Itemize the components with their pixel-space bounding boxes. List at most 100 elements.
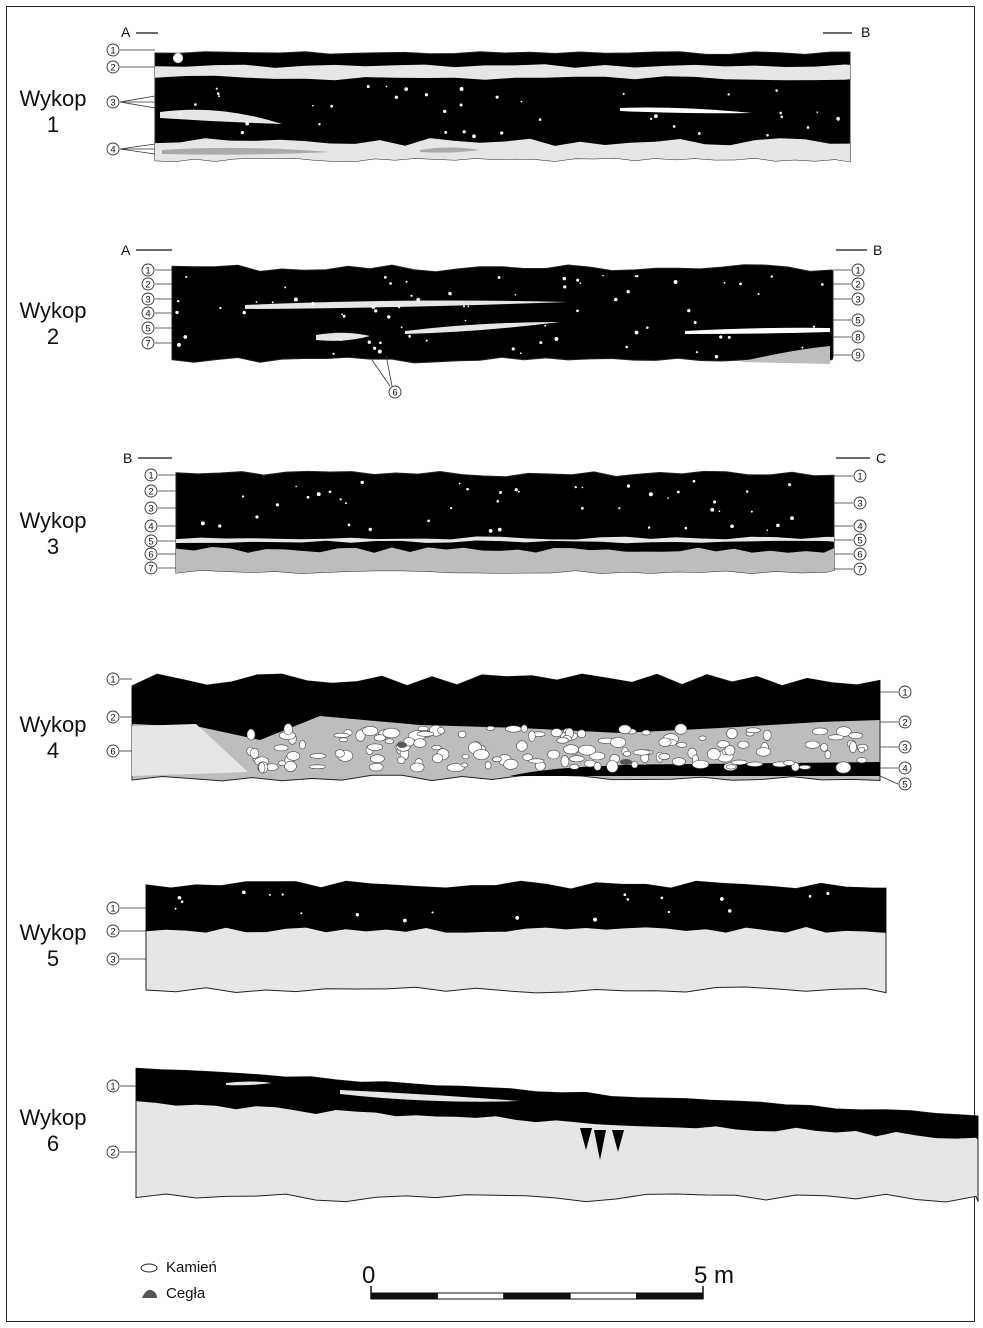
trench-3-inclusion	[306, 495, 310, 499]
trench-5-inclusion	[626, 898, 630, 901]
trench-4-stone	[811, 727, 829, 736]
trench-4-stone	[370, 754, 385, 764]
trench-3-inclusion	[618, 507, 621, 510]
trench-4-right-marker-4: 4	[902, 764, 907, 775]
trench-1-inclusion	[649, 117, 653, 120]
trench-2-inclusion	[544, 324, 547, 327]
trench-4-stone	[674, 723, 687, 735]
trench-1-inclusion	[472, 134, 476, 139]
scale-start-label: 0	[362, 1262, 376, 1289]
trench-1-inclusion	[215, 87, 218, 90]
brick-icon	[142, 1289, 157, 1298]
trench-2-inclusion	[539, 341, 543, 345]
trench-2-inclusion	[634, 330, 639, 335]
trench-2-inclusion	[397, 306, 401, 309]
trench-2-label: Wykop 2	[19, 298, 87, 349]
trench-4-stone	[820, 743, 829, 752]
trench-2-inclusion	[176, 342, 181, 347]
legend-brick-label: Cegła	[166, 1285, 206, 1302]
trench-2-inclusion	[425, 339, 428, 342]
trench-5-inclusion	[667, 910, 670, 914]
trench-4-stone	[385, 738, 395, 745]
trench-2-inclusion	[387, 315, 391, 319]
trench-2-inclusion	[400, 326, 403, 329]
trench-4-right-marker-4-circle	[898, 761, 912, 775]
trench-1-inclusion	[837, 118, 840, 121]
trench-1-inclusion	[538, 118, 542, 121]
trench-3-inclusion	[776, 523, 780, 528]
trench-2-inclusion	[812, 325, 816, 328]
trench-2-inclusion	[693, 321, 697, 325]
trench-4-right-leader-5	[879, 775, 899, 785]
trench-2-left-marker-6: 7	[145, 339, 150, 350]
trench-4-stone	[410, 762, 425, 773]
trench-3-inclusion	[488, 529, 493, 533]
trench-4-stone	[746, 761, 763, 767]
trench-3-inclusion	[718, 510, 721, 513]
trench-2-left-marker-1: 1	[145, 266, 150, 277]
trench-1-inclusion	[697, 132, 701, 135]
trench-2-inclusion	[185, 275, 188, 279]
trench-2-left-marker-2-circle	[141, 277, 155, 291]
trench-5-inclusion	[355, 913, 359, 917]
trench-3-left-marker-7-circle	[144, 561, 158, 575]
trench-3-inclusion	[499, 491, 502, 494]
trench-2-inclusion	[514, 294, 517, 296]
trench-4-stone	[563, 744, 579, 755]
trench-2-inclusion	[563, 285, 567, 289]
trench-3-inclusion	[750, 510, 753, 513]
trench-4-stone	[334, 749, 345, 758]
trench-1-dark-lens-1	[162, 147, 330, 155]
trench-3-end-right: C	[876, 450, 887, 466]
trench-1-inclusion	[779, 111, 782, 115]
trench-4-stone	[431, 744, 442, 751]
trench-4-right-marker-3: 3	[902, 743, 907, 754]
trench-3-end-left: B	[123, 450, 133, 466]
scale-segment	[503, 1292, 571, 1300]
trench-4-stone	[355, 729, 366, 742]
trench-3-inclusion	[368, 527, 372, 532]
trench-4-stone	[756, 747, 772, 757]
trench-1-end-right: B	[861, 24, 871, 40]
trench-4-stone	[246, 728, 256, 741]
trench-3-inclusion	[360, 480, 364, 485]
trench-2-inclusion	[625, 345, 629, 349]
trench-1-inclusion	[495, 95, 499, 99]
trench-4-label: Wykop 4	[19, 712, 87, 763]
trench-3-inclusion	[458, 482, 461, 485]
trench-4-stone	[856, 757, 868, 764]
trench-2-inclusion	[377, 349, 382, 354]
trench-2-inclusion	[371, 305, 376, 309]
trench-1-inclusion	[766, 133, 769, 137]
trench-6-left-marker-1: 1	[110, 1082, 115, 1093]
trench-2-layer-9	[740, 346, 830, 364]
trench-2-inclusion	[614, 297, 618, 302]
trench-1-inclusion	[459, 87, 464, 91]
trench-2-inclusion	[463, 305, 465, 308]
trench-4-right-marker-5: 5	[902, 780, 907, 791]
trench-2-inclusion	[497, 275, 501, 279]
trench-3-inclusion	[667, 497, 669, 499]
trench-3-right-marker-6: 7	[857, 565, 862, 576]
trench-3-inclusion	[713, 500, 717, 504]
trench-3-inclusion	[676, 490, 680, 494]
trench-1-inclusion	[622, 92, 625, 95]
trench-5-inclusion	[174, 907, 177, 910]
trench-4-stone	[858, 746, 866, 753]
trench-4-stone	[827, 734, 844, 741]
trench-1-marker-2: 2	[110, 63, 115, 74]
trench-3-right-marker-1-circle	[853, 469, 867, 483]
trench-5-inclusion	[720, 897, 724, 901]
trench-1-inclusion	[424, 93, 429, 97]
trench-3-left-marker-7: 7	[148, 564, 153, 575]
trench-4-stone	[299, 740, 306, 750]
scale-end-label: 5 m	[694, 1262, 735, 1289]
trench-4-stone	[550, 728, 563, 738]
trench-2-inclusion	[175, 310, 179, 315]
trench-4-stone	[367, 743, 384, 751]
trench-2-inclusion	[519, 352, 522, 355]
trench-6-root-3	[612, 1130, 624, 1152]
trench-3-inclusion	[730, 524, 734, 528]
trench-3-left-marker-3: 3	[148, 504, 153, 515]
trench-2-inclusion	[554, 337, 559, 341]
